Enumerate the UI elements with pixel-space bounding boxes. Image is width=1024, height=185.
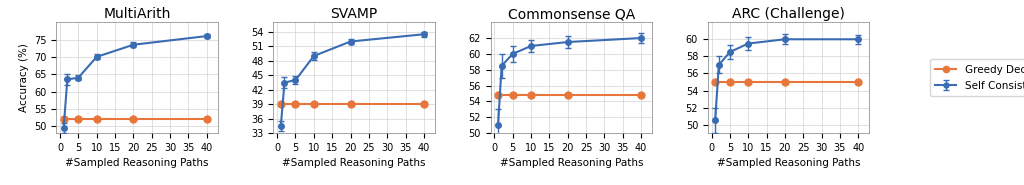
Greedy Decode (Single-path)	[724, 81, 736, 83]
Y-axis label: Accuracy (%): Accuracy (%)	[18, 43, 29, 112]
Line: Greedy Decode (Single-path): Greedy Decode (Single-path)	[278, 101, 427, 108]
Greedy Decode (Single-path)	[72, 118, 84, 120]
Legend: Greedy Decode (Single-path), Self Consistency (Multi-path): Greedy Decode (Single-path), Self Consis…	[930, 59, 1024, 96]
X-axis label: #Sampled Reasoning Paths: #Sampled Reasoning Paths	[717, 159, 860, 169]
Greedy Decode (Single-path)	[90, 118, 102, 120]
Title: Commonsense QA: Commonsense QA	[508, 7, 635, 21]
Greedy Decode (Single-path)	[742, 81, 755, 83]
X-axis label: #Sampled Reasoning Paths: #Sampled Reasoning Paths	[500, 159, 643, 169]
Greedy Decode (Single-path)	[201, 118, 213, 120]
Greedy Decode (Single-path)	[274, 103, 287, 105]
Greedy Decode (Single-path)	[635, 94, 647, 96]
Line: Greedy Decode (Single-path): Greedy Decode (Single-path)	[712, 78, 861, 85]
Greedy Decode (Single-path)	[561, 94, 573, 96]
Greedy Decode (Single-path)	[852, 81, 864, 83]
Line: Greedy Decode (Single-path): Greedy Decode (Single-path)	[495, 92, 644, 99]
Greedy Decode (Single-path)	[709, 81, 721, 83]
Greedy Decode (Single-path)	[290, 103, 302, 105]
Title: SVAMP: SVAMP	[331, 7, 378, 21]
Title: MultiArith: MultiArith	[103, 7, 171, 21]
X-axis label: #Sampled Reasoning Paths: #Sampled Reasoning Paths	[283, 159, 426, 169]
Greedy Decode (Single-path)	[57, 118, 70, 120]
Greedy Decode (Single-path)	[492, 94, 504, 96]
Greedy Decode (Single-path)	[418, 103, 430, 105]
Greedy Decode (Single-path)	[507, 94, 519, 96]
Greedy Decode (Single-path)	[778, 81, 791, 83]
Greedy Decode (Single-path)	[525, 94, 538, 96]
Greedy Decode (Single-path)	[307, 103, 319, 105]
X-axis label: #Sampled Reasoning Paths: #Sampled Reasoning Paths	[66, 159, 209, 169]
Title: ARC (Challenge): ARC (Challenge)	[732, 7, 845, 21]
Greedy Decode (Single-path)	[344, 103, 356, 105]
Greedy Decode (Single-path)	[127, 118, 139, 120]
Line: Greedy Decode (Single-path): Greedy Decode (Single-path)	[60, 116, 210, 123]
